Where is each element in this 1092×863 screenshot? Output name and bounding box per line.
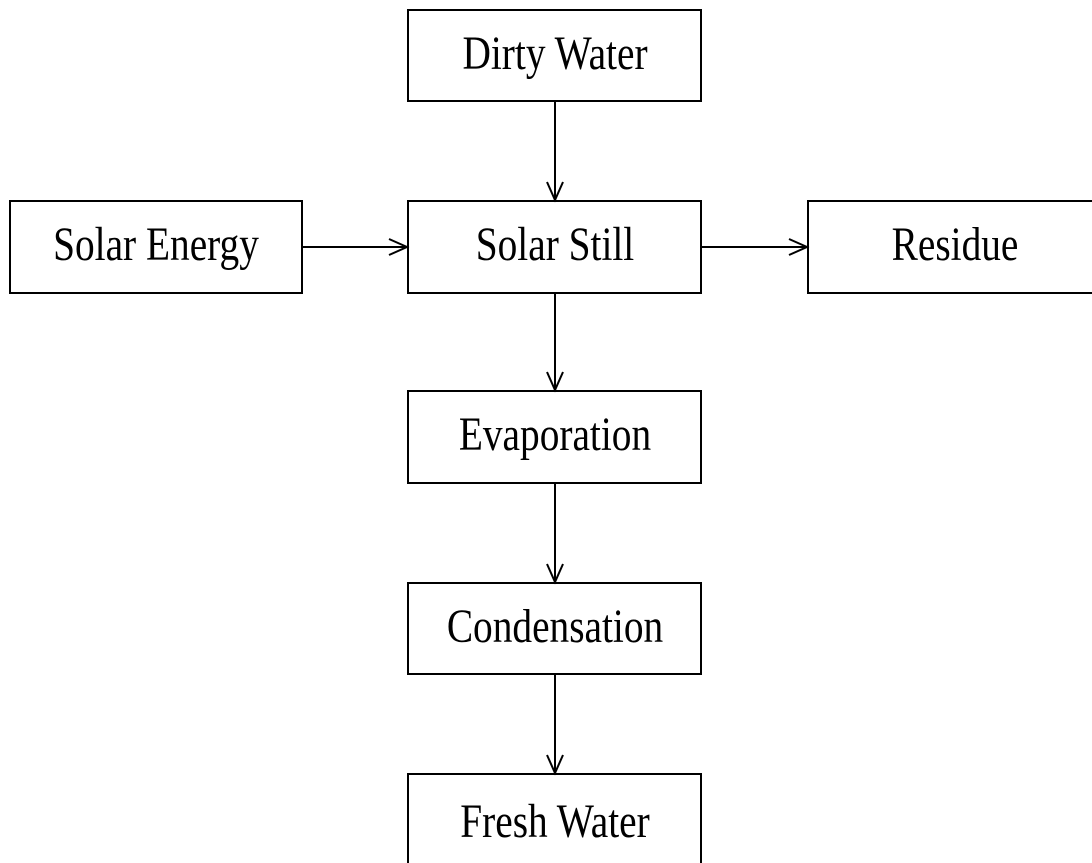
arrow <box>302 238 410 256</box>
box <box>9 200 303 294</box>
arrow <box>546 101 564 203</box>
arrow <box>546 293 564 393</box>
node-label: Dirty Water <box>462 27 647 79</box>
node-label: Evaporation <box>459 408 651 460</box>
node-label: Solar Energy <box>53 218 259 270</box>
node-label: Fresh Water <box>460 795 650 847</box>
box <box>407 9 702 102</box>
box <box>407 390 702 484</box>
node-label: Condensation <box>447 600 663 652</box>
node-label: Solar Still <box>476 218 634 270</box>
box <box>407 773 702 863</box>
box <box>807 200 1092 294</box>
box <box>407 582 702 675</box>
arrow <box>546 483 564 585</box>
arrow <box>546 674 564 776</box>
arrow <box>701 238 810 256</box>
node-label: Residue <box>892 218 1019 270</box>
